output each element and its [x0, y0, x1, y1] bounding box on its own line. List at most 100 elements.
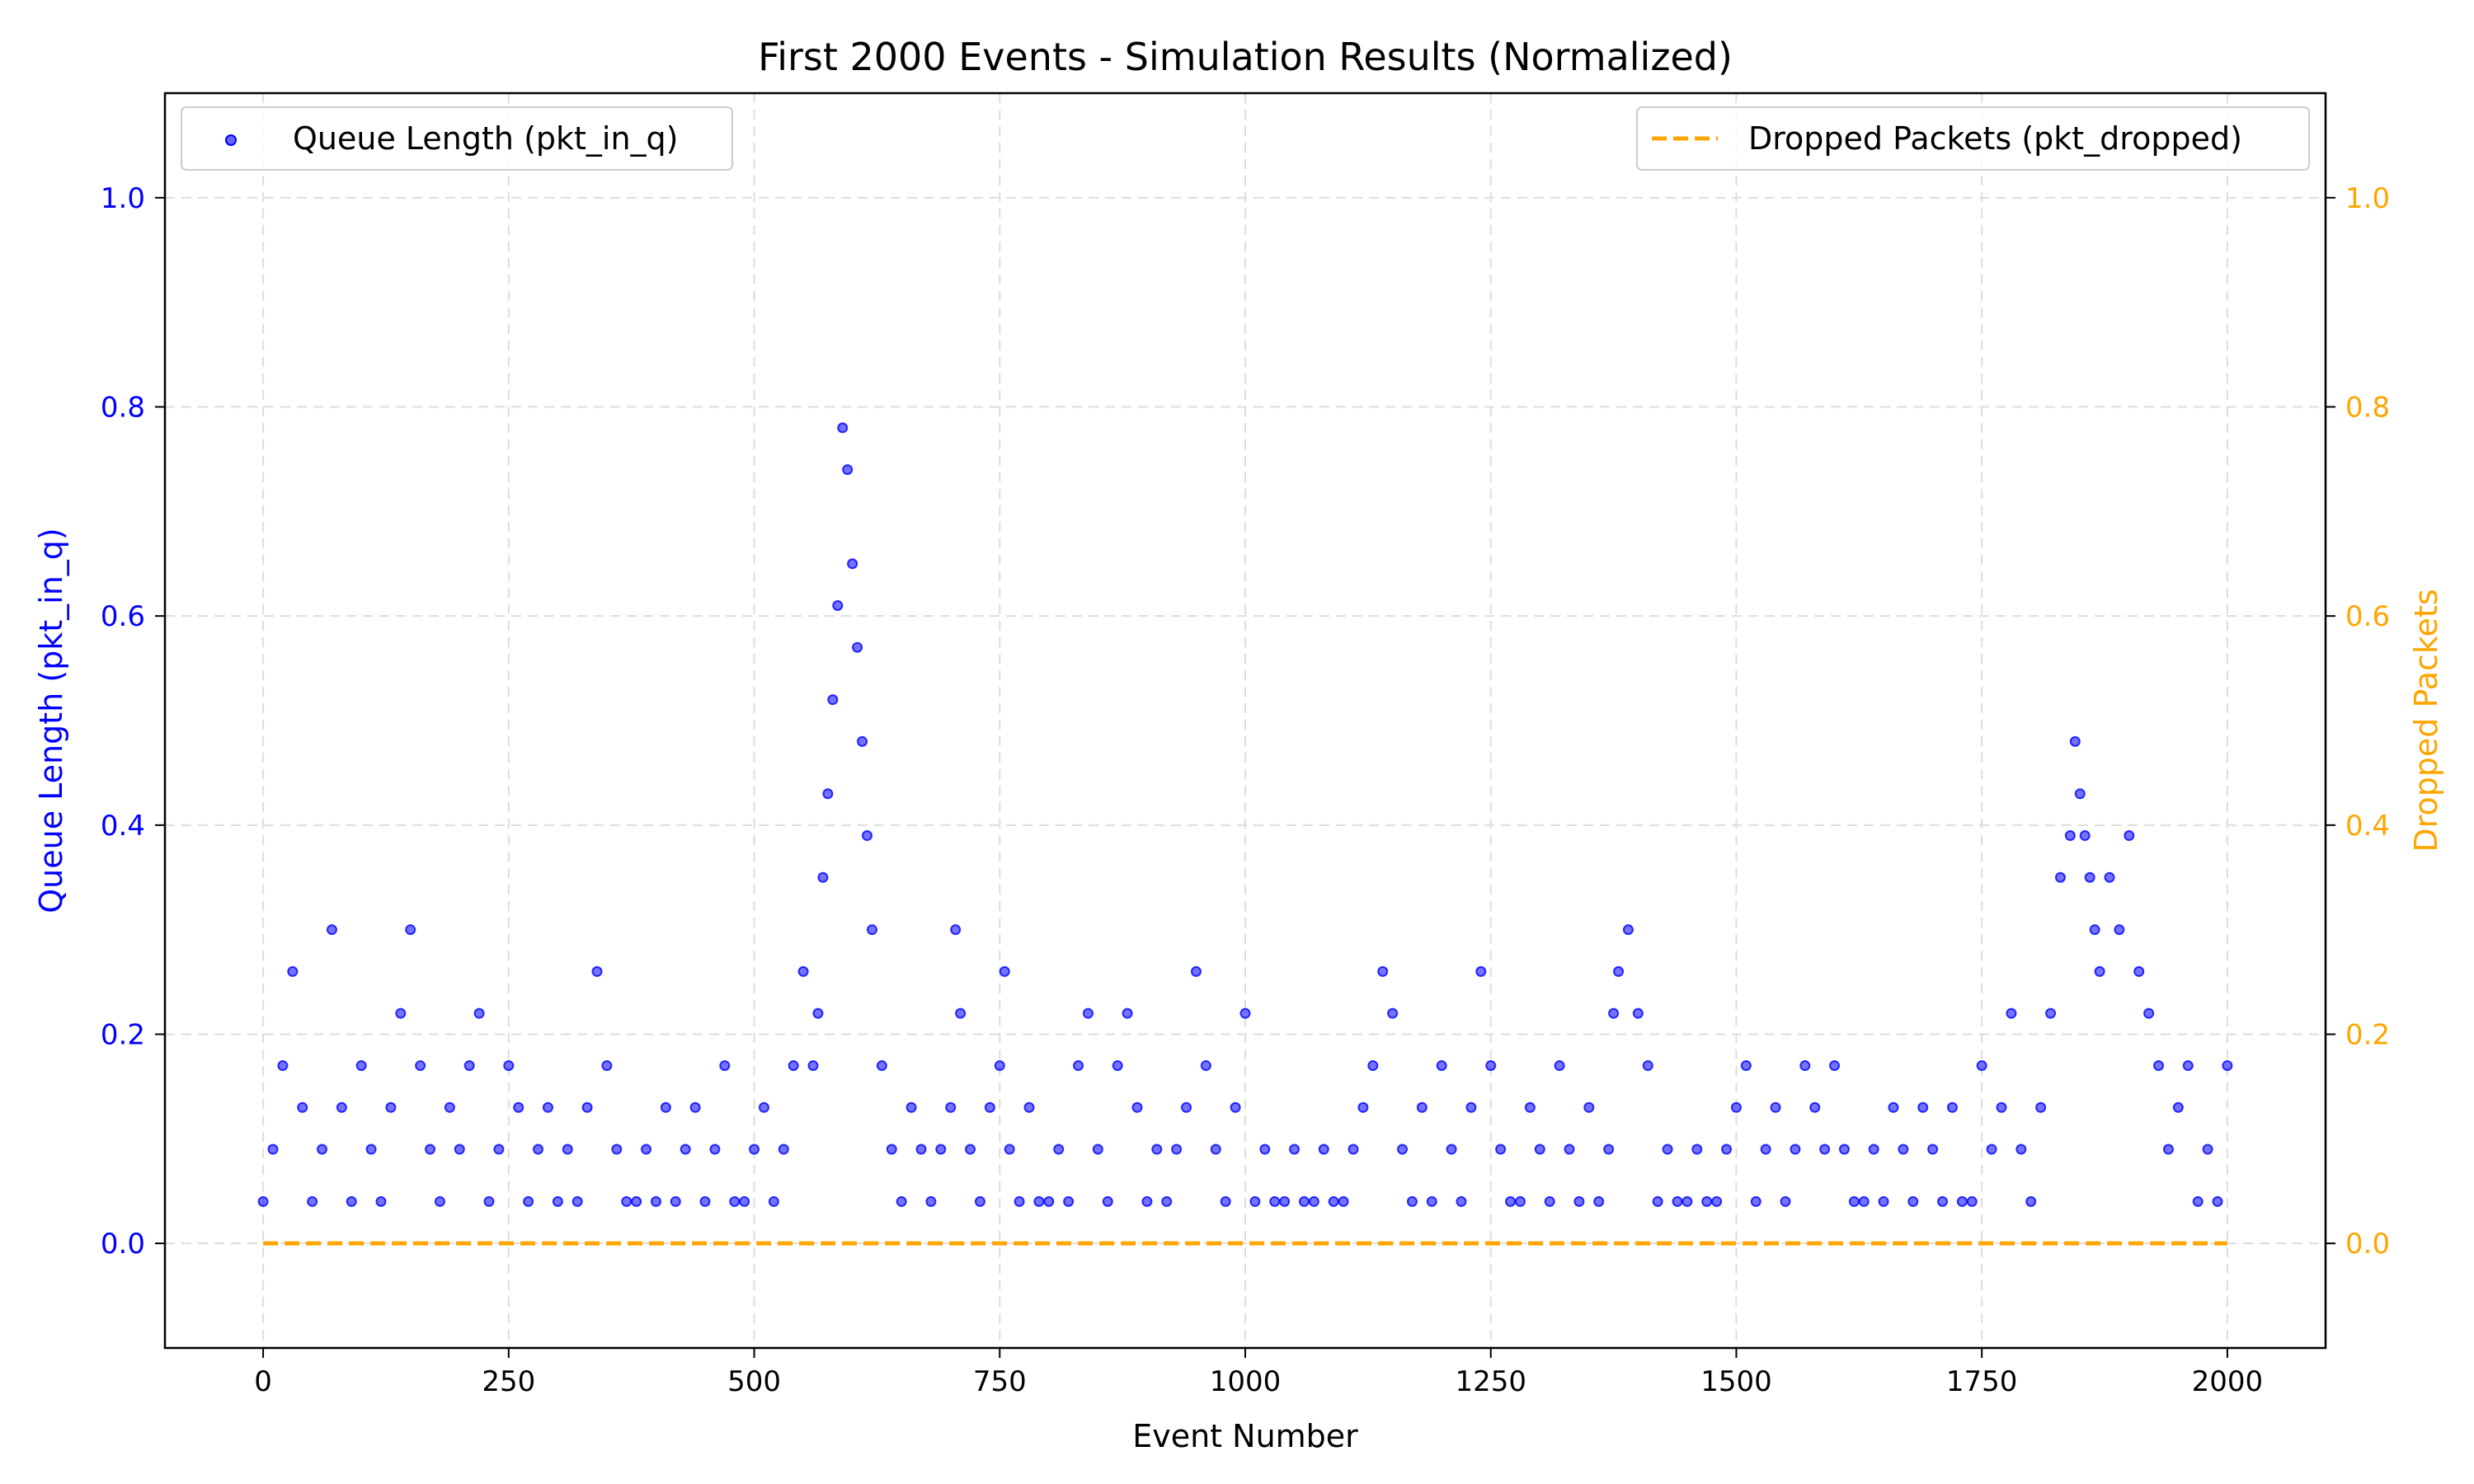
queue-length-point — [2054, 871, 2066, 883]
queue-length-point — [1239, 1007, 1251, 1019]
queue-length-point — [1608, 1007, 1620, 1019]
y-right-tick-label: 0.4 — [2345, 810, 2390, 843]
queue-length-point — [1593, 1195, 1605, 1207]
queue-length-point — [1534, 1144, 1545, 1155]
queue-length-point — [1514, 1195, 1526, 1207]
queue-length-point — [1937, 1195, 1949, 1207]
queue-length-point — [896, 1195, 907, 1207]
queue-length-point — [1927, 1144, 1939, 1155]
y-axis-left-title: Queue Length (pkt_in_q) — [33, 528, 69, 913]
queue-length-point — [797, 965, 809, 977]
queue-length-point — [287, 965, 299, 977]
queue-length-point — [729, 1195, 741, 1207]
queue-length-point — [1730, 1101, 1742, 1113]
x-tick-label: 250 — [482, 1365, 535, 1398]
queue-length-point — [876, 1060, 887, 1072]
x-tick-label: 2000 — [2192, 1365, 2264, 1398]
queue-length-point — [454, 1144, 465, 1155]
queue-length-point — [1829, 1060, 1841, 1072]
queue-length-point — [866, 924, 877, 936]
queue-length-point — [999, 965, 1010, 977]
legend-queue-length-marker — [225, 134, 237, 146]
queue-length-point — [1141, 1195, 1153, 1207]
queue-length-point — [1446, 1144, 1457, 1155]
queue-length-point — [1681, 1195, 1693, 1207]
queue-length-point — [827, 694, 839, 706]
queue-length-point — [1632, 1007, 1644, 1019]
queue-length-point — [1397, 1144, 1409, 1155]
queue-length-point — [935, 1144, 947, 1155]
queue-length-point — [1898, 1144, 1909, 1155]
x-tick-label: 750 — [973, 1365, 1027, 1398]
queue-length-point — [444, 1101, 455, 1113]
queue-length-point — [1878, 1195, 1889, 1207]
queue-length-point — [689, 1101, 701, 1113]
y-axis-left: 0.0 0.2 0.4 0.6 0.8 1.0 — [101, 182, 165, 1261]
queue-length-point — [1171, 1144, 1183, 1155]
queue-length-point — [1053, 1144, 1065, 1155]
queue-length-point — [1622, 924, 1634, 936]
queue-length-point — [837, 422, 849, 434]
queue-length-point — [631, 1195, 642, 1207]
queue-length-point — [1524, 1101, 1536, 1113]
queue-length-point — [2094, 965, 2105, 977]
queue-length-point — [1190, 965, 1202, 977]
queue-length-point — [1544, 1195, 1555, 1207]
queue-length-point — [945, 1101, 957, 1113]
queue-length-point — [1004, 1144, 1015, 1155]
queue-length-point — [1151, 1144, 1163, 1155]
queue-length-point — [812, 1007, 824, 1019]
queue-length-point — [1161, 1195, 1173, 1207]
queue-length-point — [1613, 965, 1625, 977]
queue-length-point — [1868, 1144, 1879, 1155]
queue-length-point — [581, 1101, 593, 1113]
x-axis: 0 250 500 750 1000 1250 1500 1750 2000 — [254, 1348, 2263, 1398]
queue-length-point — [1426, 1195, 1437, 1207]
queue-length-point — [1701, 1195, 1713, 1207]
queue-length-point — [1799, 1060, 1811, 1072]
queue-length-point — [1770, 1101, 1781, 1113]
queue-length-point — [523, 1195, 534, 1207]
queue-length-point — [365, 1144, 377, 1155]
chart-title: First 2000 Events - Simulation Results (… — [758, 35, 1733, 79]
queue-length-point — [1554, 1060, 1565, 1072]
queue-length-point — [2114, 924, 2125, 936]
queue-length-point — [1269, 1195, 1281, 1207]
queue-length-point — [1573, 1195, 1585, 1207]
queue-length-point — [832, 599, 844, 611]
queue-length-point — [1848, 1195, 1860, 1207]
queue-length-point — [257, 1195, 269, 1207]
queue-length-point — [817, 871, 829, 883]
queue-length-point — [621, 1195, 633, 1207]
queue-length-point — [1691, 1144, 1703, 1155]
queue-length-point — [1357, 1101, 1369, 1113]
y-right-tick-label: 0.0 — [2345, 1228, 2390, 1261]
queue-length-point — [385, 1101, 397, 1113]
queue-length-point — [768, 1195, 779, 1207]
queue-length-point — [2104, 871, 2115, 883]
queue-length-point — [709, 1144, 721, 1155]
queue-length-point — [326, 924, 337, 936]
queue-length-point — [680, 1144, 691, 1155]
queue-length-point — [950, 924, 962, 936]
queue-length-point — [533, 1144, 544, 1155]
y-left-tick-label: 0.6 — [101, 600, 145, 633]
queue-length-point — [503, 1060, 515, 1072]
queue-length-point — [1033, 1195, 1045, 1207]
y-left-tick-label: 0.8 — [101, 392, 145, 425]
queue-length-point — [1328, 1195, 1339, 1207]
queue-length-point — [2074, 788, 2086, 800]
queue-length-point — [591, 965, 603, 977]
queue-length-point — [1780, 1195, 1791, 1207]
queue-length-point — [974, 1195, 985, 1207]
legend-left-box — [181, 106, 733, 171]
queue-length-point — [2192, 1195, 2204, 1207]
queue-length-point — [1367, 1060, 1379, 1072]
queue-length-point — [1122, 1007, 1133, 1019]
queue-length-point — [1583, 1101, 1595, 1113]
queue-length-point — [1092, 1144, 1103, 1155]
queue-length-point — [2153, 1060, 2165, 1072]
queue-length-point — [1564, 1144, 1575, 1155]
